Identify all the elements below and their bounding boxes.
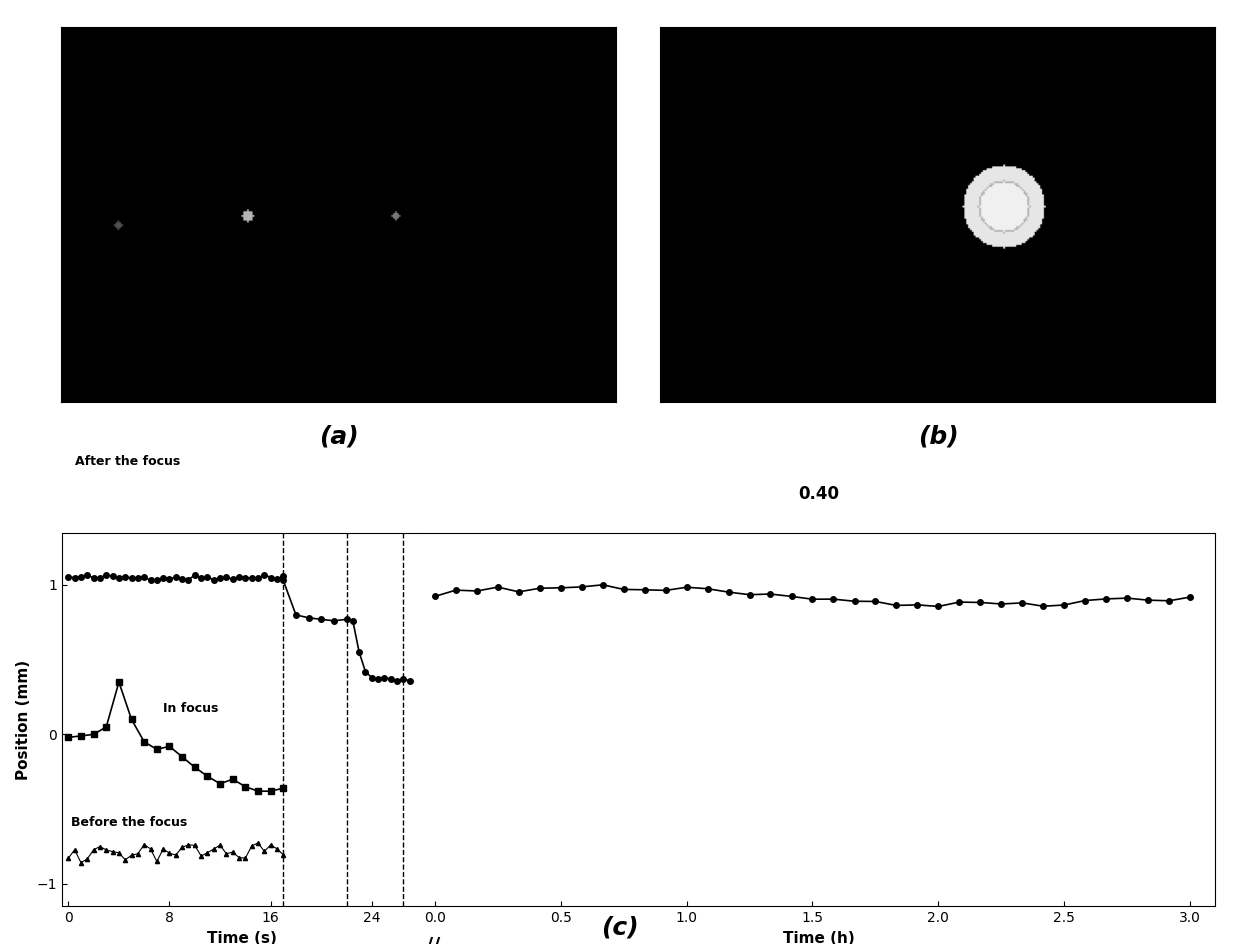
Text: 0.40: 0.40 (799, 485, 839, 503)
Text: //: // (427, 936, 440, 944)
Text: (b): (b) (918, 424, 959, 448)
Text: 0.49: 0.49 (270, 362, 304, 376)
Text: In focus: In focus (164, 702, 218, 715)
Text: = 0.31: = 0.31 (117, 362, 167, 376)
X-axis label: Time (h): Time (h) (782, 931, 854, 944)
Text: Before the focus: Before the focus (71, 816, 187, 829)
Text: (c): (c) (601, 916, 639, 939)
X-axis label: Time (s): Time (s) (207, 931, 277, 944)
Y-axis label: Position (mm): Position (mm) (16, 660, 31, 780)
Text: (a): (a) (320, 424, 360, 448)
Text: After the focus: After the focus (74, 455, 180, 468)
Text: 0.82: 0.82 (334, 362, 367, 376)
